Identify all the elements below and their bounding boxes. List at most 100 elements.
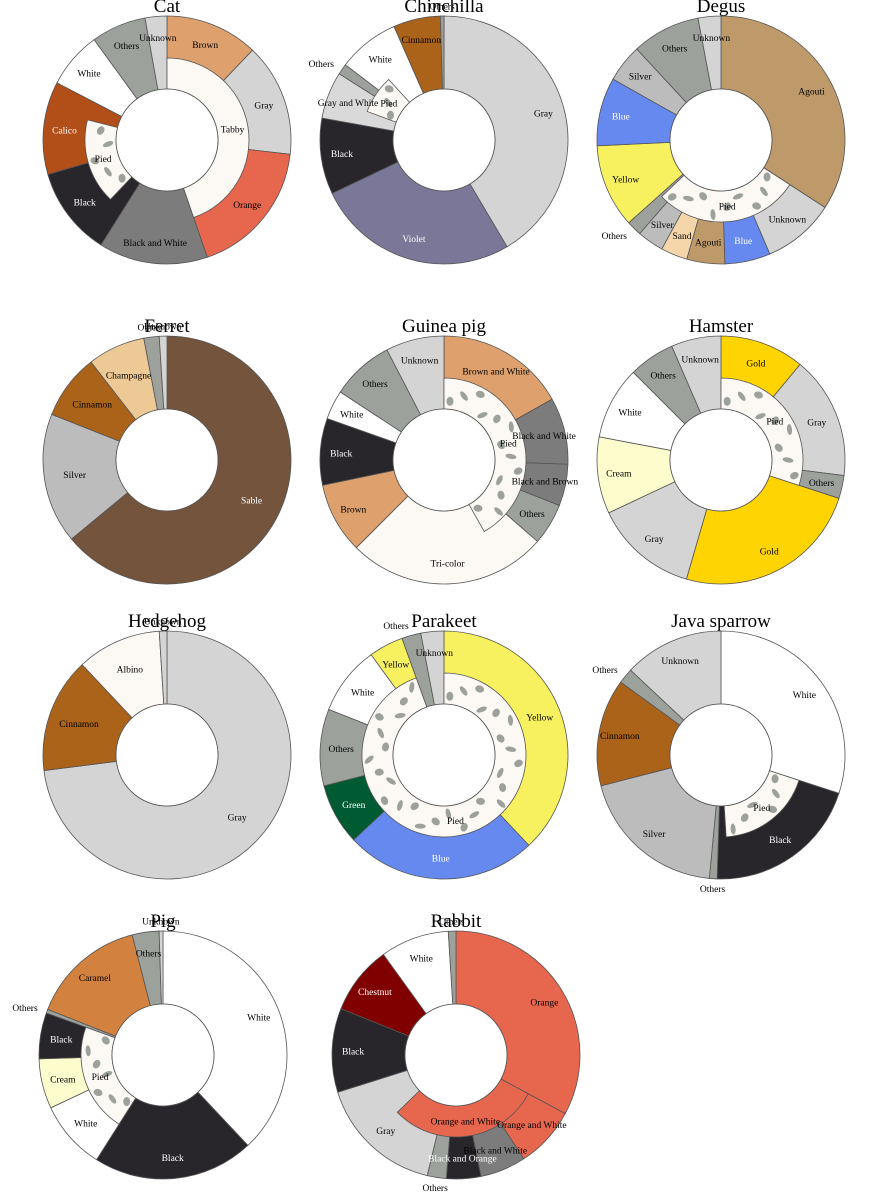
pied-spot bbox=[496, 799, 506, 808]
pied-spot bbox=[92, 1059, 101, 1069]
wedge-label: White bbox=[618, 408, 641, 418]
chart-chinchilla: Chinchilla Gray Violet Black Gray and White O… bbox=[309, 0, 569, 265]
wedge-label: Unknown bbox=[769, 215, 807, 225]
wedge-label: Black and White bbox=[512, 432, 576, 442]
chart-title: Java sparrow bbox=[671, 611, 771, 632]
pied-spot bbox=[460, 822, 468, 832]
wedge-label: Pied bbox=[92, 1073, 109, 1083]
pied-spot bbox=[513, 467, 523, 475]
wedge-label: Gray bbox=[534, 109, 553, 119]
pied-spot bbox=[723, 396, 731, 406]
wedge-label: Others bbox=[809, 479, 835, 489]
pied-spot bbox=[364, 755, 374, 764]
pied-spot bbox=[492, 708, 500, 718]
wedge-label: White bbox=[74, 1120, 97, 1130]
chart-title: Parakeet bbox=[411, 611, 477, 632]
wedge-label: Silver bbox=[643, 830, 667, 840]
pied-spot bbox=[431, 817, 440, 826]
pied-spot bbox=[476, 706, 487, 713]
pied-spot bbox=[699, 192, 708, 201]
wedge-label: Pied bbox=[500, 440, 517, 450]
wedge-label: White bbox=[793, 691, 816, 701]
wedge-label: Pied bbox=[447, 817, 464, 827]
wedge-label: Gold bbox=[760, 548, 779, 558]
donut-hole bbox=[392, 88, 496, 192]
wedge-label: Black bbox=[162, 1154, 184, 1164]
pied-spot bbox=[774, 443, 783, 452]
donut-hole bbox=[669, 703, 773, 807]
pied-spot bbox=[786, 424, 793, 435]
wedge-label: Calico bbox=[52, 126, 77, 136]
wedge-label: Pied bbox=[380, 99, 397, 109]
wedge-label: Violet bbox=[402, 235, 426, 245]
chart-title: Ferret bbox=[144, 316, 190, 337]
pied-spot bbox=[85, 1045, 91, 1057]
pied-spot bbox=[790, 471, 799, 480]
wedge-label: Sand bbox=[672, 232, 691, 242]
wedge-label: White bbox=[340, 411, 363, 421]
wedge-label: Silver bbox=[651, 221, 675, 231]
chart-title: Cat bbox=[154, 0, 181, 17]
pied-spot bbox=[477, 412, 488, 419]
donut-hole bbox=[392, 408, 496, 512]
wedge-label: Cream bbox=[606, 469, 632, 479]
pied-spot bbox=[497, 440, 506, 450]
wedge-label: Others bbox=[429, 3, 455, 13]
pied-spot bbox=[445, 808, 452, 820]
pied-spot bbox=[723, 202, 732, 211]
wedge-label: Unknown bbox=[681, 356, 719, 366]
chart-title: Guinea pig bbox=[402, 316, 486, 337]
pied-spot bbox=[771, 416, 780, 425]
wedge-label: Yellow bbox=[382, 660, 409, 670]
pied-spot bbox=[90, 157, 100, 165]
wedge-label: Unknown bbox=[144, 618, 182, 628]
donut-hole bbox=[115, 408, 219, 512]
chart-title: Pig bbox=[150, 911, 176, 932]
chart-pig: Pig White Black White Cream Black Others Carame… bbox=[12, 911, 288, 1180]
chart-rabbit: Rabbit Orange Orange and White Black and Wh… bbox=[331, 911, 581, 1194]
wedge-label: White bbox=[77, 69, 100, 79]
pied-spot bbox=[384, 85, 394, 93]
wedge-label: Others bbox=[650, 371, 676, 381]
pied-spot bbox=[737, 391, 746, 401]
wedge-label: Gold bbox=[746, 360, 765, 370]
chart-title: Hamster bbox=[689, 316, 754, 337]
wedge-label: Cream bbox=[50, 1076, 76, 1086]
pied-spot bbox=[507, 714, 513, 726]
pied-spot bbox=[375, 713, 384, 721]
wedge-label: Others bbox=[662, 45, 688, 55]
wedge-label: Others bbox=[439, 918, 465, 928]
wedge-label: Gray bbox=[254, 101, 273, 111]
wedge-label: Black bbox=[769, 836, 791, 846]
wedge-label: Unknown bbox=[416, 649, 454, 659]
pied-spot bbox=[102, 141, 114, 148]
wedge-label: Black bbox=[50, 1035, 72, 1045]
wedge-label: Cinnamon bbox=[401, 36, 441, 46]
pied-spot bbox=[414, 823, 426, 829]
wedge-label: Pied bbox=[766, 417, 783, 427]
pied-spot bbox=[397, 800, 403, 811]
pied-spot bbox=[459, 686, 468, 696]
pied-spot bbox=[93, 1088, 103, 1097]
wedge-label: Black bbox=[330, 449, 352, 459]
pied-spot bbox=[374, 768, 384, 776]
donut-hole bbox=[669, 88, 773, 192]
wedge-label: Orange and White bbox=[497, 1121, 566, 1131]
pied-spot bbox=[101, 1071, 113, 1078]
wedge-label: Black and Brown bbox=[512, 477, 579, 487]
wedge-label: White bbox=[351, 688, 374, 698]
pied-spot bbox=[446, 691, 454, 701]
pied-spot bbox=[508, 421, 514, 433]
donut-hole bbox=[115, 703, 219, 807]
pied-spot bbox=[386, 110, 394, 120]
wedge-label: Unknown bbox=[142, 918, 180, 928]
wedge-label: Yellow bbox=[526, 714, 553, 724]
pied-spot bbox=[118, 173, 126, 183]
wedge-label: Others bbox=[362, 380, 388, 390]
chart-hedgehog: Hedgehog Gray Cinnamon Albino Unknown bbox=[42, 611, 292, 880]
wedge-label: Chestnut bbox=[358, 988, 392, 998]
pied-spot bbox=[496, 767, 504, 778]
pied-spot bbox=[740, 813, 749, 822]
wedge-label: Orange and White bbox=[431, 1117, 500, 1127]
